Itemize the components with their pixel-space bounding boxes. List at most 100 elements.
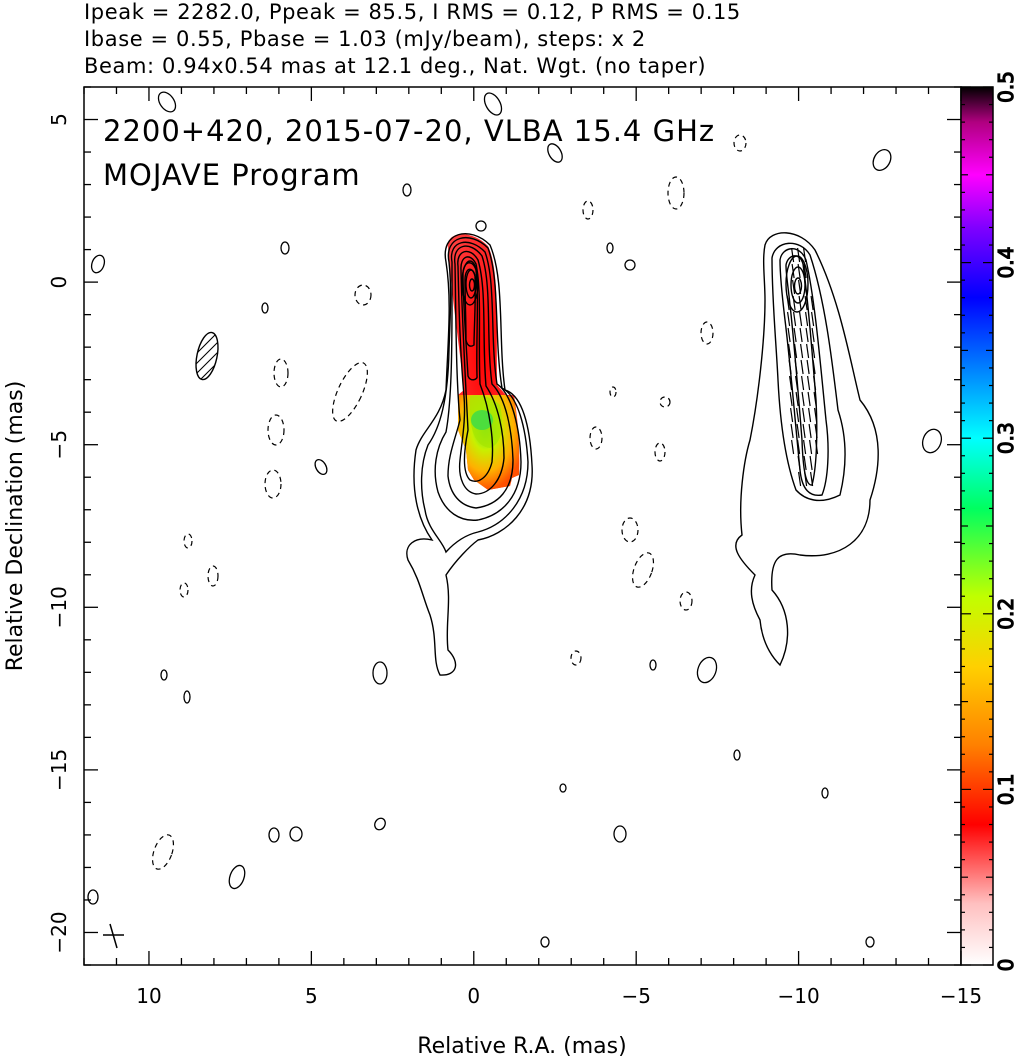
polarization-vector [797,263,801,279]
colorbar-ticks: 0 0.1 0.2 0.3 0.4 0.5 [961,70,1019,972]
cross-marker [103,923,124,949]
polarization-vector [792,311,797,327]
header-stats-line: Ipeak = 2282.0, Ppeak = 85.5, I RMS = 0.… [84,0,741,24]
source-title: 2200+420, 2015-07-20, VLBA 15.4 GHz [103,114,715,148]
polarization-vector [804,311,809,327]
polarization-vector [794,359,798,375]
polarization-vector [799,343,804,359]
polarization-vector [793,343,798,359]
axis-tick-labels: 10 5 0 −5 −10 −15 5 0 −5 −10 −15 −20 [47,113,982,1008]
polarization-vector [789,391,793,407]
polarization-vector [797,455,801,471]
polarization-vector [803,263,807,279]
x-tick-label: 10 [136,984,161,1008]
colorbar-tick-label: 0.2 [994,598,1018,630]
polarization-vector [801,407,806,423]
noise-contours-solid [87,91,943,948]
polarization-vector [794,375,799,391]
polarization-vector [786,295,790,311]
x-tick-label: 5 [305,984,318,1008]
polarization-vector [811,343,816,359]
polarization-vector [788,359,792,375]
polarization-vector [812,359,816,375]
y-tick-label: −5 [47,430,71,459]
polarization-vector [797,279,802,295]
polarization-vector [803,455,807,471]
plot-frame [83,86,962,966]
colorbar-tick-label: 0.1 [994,773,1018,805]
polarization-vector [796,423,800,439]
header-beam-line: Beam: 0.94x0.54 mas at 12.1 deg., Nat. W… [84,54,707,78]
polarization-vector [789,407,794,423]
polarization-vector [790,439,795,455]
noise-contours-dashed [151,134,747,870]
left-contours [406,233,533,676]
polarization-vector [788,375,793,391]
polarization-vector [810,295,814,311]
polarization-vector [800,375,805,391]
polarization-vector [809,471,814,487]
polarization-vector [797,471,802,487]
polarization-vector [793,327,797,343]
y-tick-label: −10 [47,586,71,628]
colorbar-tick-label: 0.4 [994,247,1018,279]
polarization-vector [807,391,811,407]
y-tick-label: −15 [47,749,71,791]
polarization-vector [806,375,811,391]
polarization-vector [813,407,818,423]
polarization-vector [803,279,808,295]
colorbar-tick-label: 0 [994,959,1018,972]
polarization-vector [795,407,800,423]
polarization-vector [795,391,799,407]
polarization-vector [804,295,808,311]
polarization-vector [798,295,802,311]
y-axis-title: Relative Declination (mas) [3,381,28,672]
right-contours [735,232,879,667]
polarization-vector [802,439,807,455]
header-base-line: Ibase = 0.55, Pbase = 1.03 (mJy/beam), s… [84,27,646,51]
polarization-vector [808,439,813,455]
polarization-vector [798,311,803,327]
polarization-vector [792,295,796,311]
polarization-vector [796,247,801,263]
x-axis-title: Relative R.A. (mas) [417,1034,626,1059]
polarization-vector [810,311,815,327]
polarization-vectors [786,247,819,487]
polarization-vector [802,247,807,263]
y-tick-label: −20 [47,911,71,953]
polarization-vector [800,359,804,375]
polarization-vector [813,391,817,407]
polarization-vector [802,423,806,439]
colorbar-tick-label: 0.5 [994,71,1018,103]
polarization-vector [806,359,810,375]
x-tick-label: 0 [467,984,480,1008]
polarization-vector [805,343,810,359]
polarization-vector [809,455,813,471]
y-tick-label: 5 [47,113,71,126]
polarization-vector [801,391,805,407]
beam-ellipse [192,330,222,382]
x-tick-label: −15 [940,984,982,1008]
y-tick-label: 0 [47,276,71,289]
polarization-vector [787,327,791,343]
polarization-vector [791,263,795,279]
axis-ticks [83,86,962,966]
polarization-vector [791,279,796,295]
x-tick-label: −5 [621,984,650,1008]
polarization-vector [803,471,808,487]
polarization-vector [814,439,819,455]
polarization-vector [786,311,791,327]
x-tick-label: −10 [777,984,819,1008]
program-title: MOJAVE Program [103,158,361,192]
polarization-vector [799,327,803,343]
polarization-vector [811,327,815,343]
polarization-vector [805,327,809,343]
polarization-vector [814,423,818,439]
polarization-vector [808,423,812,439]
polarization-vector [790,247,795,263]
polarization-vector [790,423,794,439]
polarization-vector [807,407,812,423]
colorbar-tick-label: 0.3 [994,422,1018,454]
polarization-vector [812,375,817,391]
